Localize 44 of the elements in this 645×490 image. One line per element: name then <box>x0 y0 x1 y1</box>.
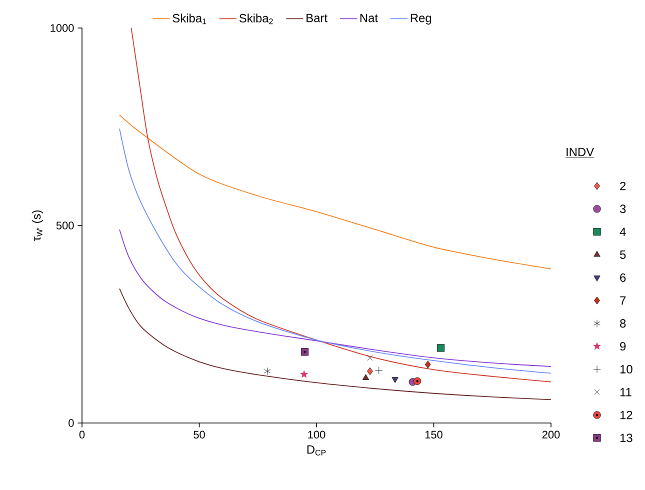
legend-label: 12 <box>620 410 632 420</box>
y-axis-title: τ$_{W′}$ (s) <box>32 210 44 242</box>
legend-label: 3 <box>620 204 626 214</box>
legend-label: 7 <box>620 296 626 305</box>
point <box>362 374 370 380</box>
point <box>300 370 308 378</box>
x-tick-label: 0 <box>79 430 85 439</box>
legend-label: 9 <box>620 342 626 351</box>
line-series <box>119 128 552 374</box>
legend-label: 10 <box>620 364 632 374</box>
x-axis-title: D$_{CP}$ <box>307 445 326 456</box>
point <box>367 367 373 376</box>
y-tick-label: 1000 <box>50 24 74 32</box>
legend-label: Bart <box>306 14 328 22</box>
point <box>375 366 383 374</box>
y-tick-label: 500 <box>56 222 74 230</box>
line-series <box>119 288 552 400</box>
legend-label: 5 <box>620 250 626 259</box>
x-tick-label: 100 <box>308 430 326 439</box>
legend-label: 6 <box>620 273 626 282</box>
line-series <box>119 229 552 367</box>
line-series <box>119 114 552 270</box>
x-tick-label: 50 <box>194 430 205 439</box>
legend-label: Reg <box>410 14 432 25</box>
legend-label: 2 <box>620 182 626 190</box>
point <box>414 377 422 385</box>
x-tick-label: 150 <box>425 430 442 439</box>
legend-label: 4 <box>620 228 626 236</box>
point <box>300 348 309 356</box>
legend-label: Nat <box>360 14 378 22</box>
legend-label: Skiba$_{2}$ <box>239 14 273 24</box>
point <box>367 355 373 361</box>
x-tick-label: 200 <box>542 430 560 439</box>
point <box>392 377 398 383</box>
legend-title: INDV <box>566 148 594 156</box>
point <box>436 344 445 352</box>
legend-label: 8 <box>620 319 626 328</box>
point <box>424 360 431 368</box>
y-tick-label: 0 <box>68 419 74 427</box>
legend-label: 13 <box>620 434 632 442</box>
legend-label: 11 <box>620 388 632 396</box>
point <box>264 367 271 376</box>
legend-label: Skiba$_{1}$ <box>172 14 206 24</box>
line-series <box>130 28 552 382</box>
